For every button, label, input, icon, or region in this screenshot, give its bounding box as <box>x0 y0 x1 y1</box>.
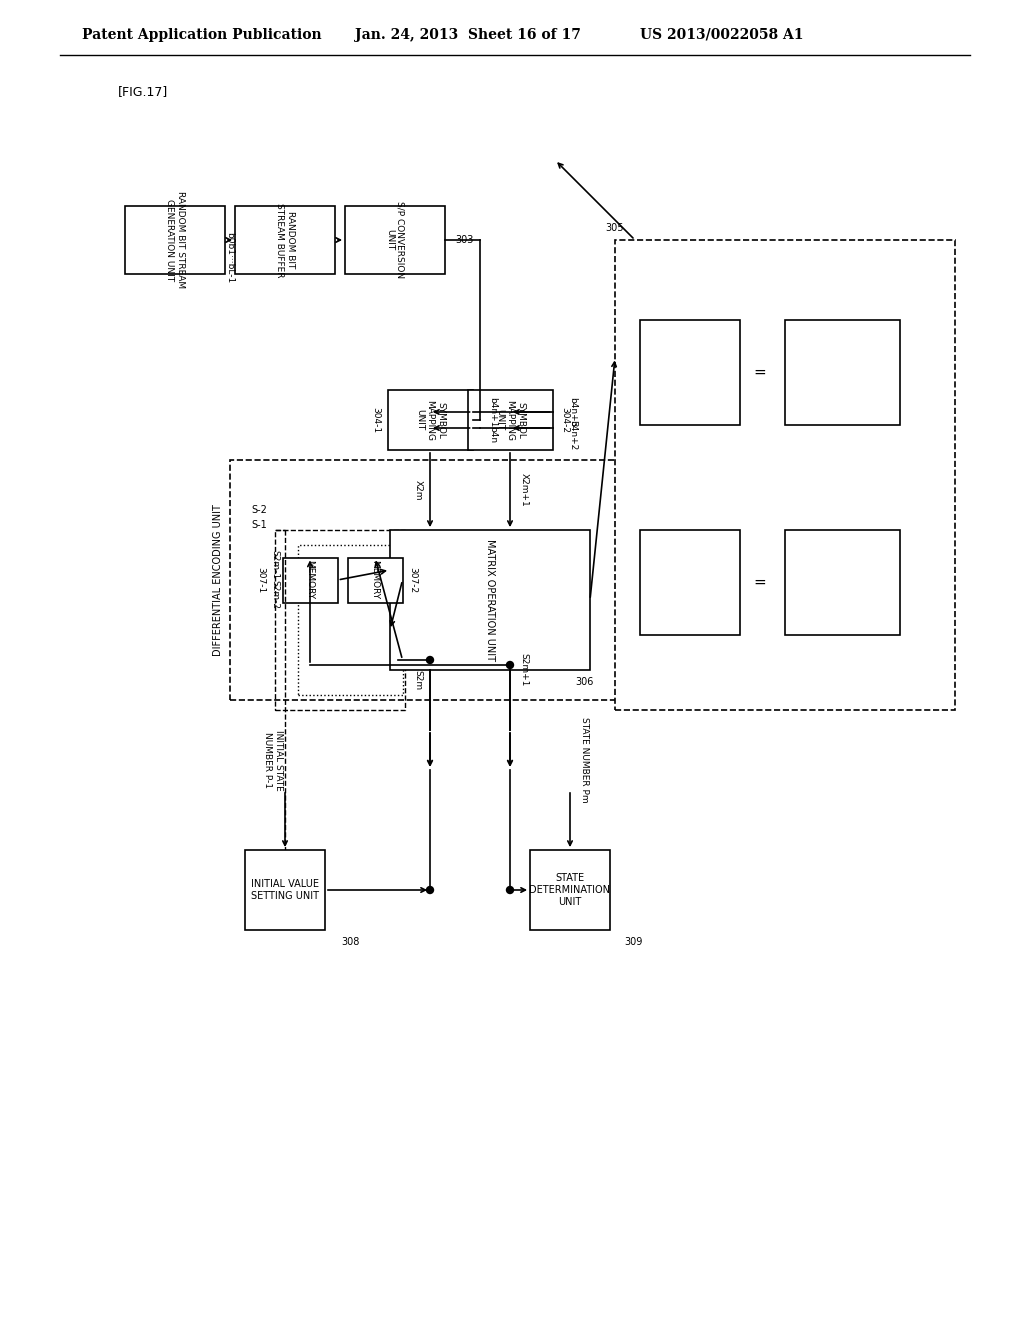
Bar <box>125 206 225 275</box>
Text: X2m: X2m <box>414 479 423 500</box>
Bar <box>230 459 620 700</box>
Bar <box>245 850 325 931</box>
Text: RANDOM BIT
STREAM BUFFER: RANDOM BIT STREAM BUFFER <box>275 203 295 277</box>
Text: 305: 305 <box>605 223 624 234</box>
Bar <box>785 531 900 635</box>
Circle shape <box>507 887 513 894</box>
Text: b4n+1: b4n+1 <box>488 397 497 428</box>
Text: $S_{2m-2}$: $S_{2m-2}$ <box>805 549 840 564</box>
Bar <box>347 557 402 602</box>
Bar <box>234 206 335 275</box>
Text: 304-1: 304-1 <box>371 407 380 433</box>
Text: X2m+1: X2m+1 <box>519 473 528 507</box>
Text: 301: 301 <box>234 235 253 246</box>
Text: S2m-2: S2m-2 <box>270 581 279 610</box>
Text: =: = <box>754 576 766 590</box>
Text: MEMORY: MEMORY <box>305 561 314 599</box>
Bar <box>387 389 472 450</box>
Text: 302: 302 <box>345 235 364 246</box>
Bar <box>530 850 610 931</box>
Text: 303: 303 <box>455 235 473 246</box>
Text: b4n+3: b4n+3 <box>568 397 577 428</box>
Text: $X_{2m}$: $X_{2m}$ <box>664 339 686 354</box>
Circle shape <box>427 887 433 894</box>
Text: S-2: S-2 <box>251 506 267 515</box>
Circle shape <box>507 661 513 668</box>
Text: STATE
DETERMINATION
UNIT: STATE DETERMINATION UNIT <box>529 874 610 907</box>
Text: S/P CONVERSION
UNIT: S/P CONVERSION UNIT <box>385 202 404 279</box>
Text: $X_{2m+1}$: $X_{2m+1}$ <box>692 387 728 400</box>
Bar <box>298 545 402 696</box>
Text: 307-1: 307-1 <box>256 566 265 593</box>
Bar <box>785 319 900 425</box>
Text: 309: 309 <box>624 937 642 946</box>
Bar <box>615 240 955 710</box>
Bar <box>345 206 445 275</box>
Text: b4n+2: b4n+2 <box>568 420 577 450</box>
Text: 308: 308 <box>342 937 360 946</box>
Text: 306: 306 <box>575 677 594 686</box>
Bar <box>640 319 740 425</box>
Bar <box>283 557 338 602</box>
Bar <box>468 389 553 450</box>
Text: 307-2: 307-2 <box>408 566 417 593</box>
Text: S-1: S-1 <box>251 520 267 531</box>
Text: [FIG.17]: [FIG.17] <box>118 86 168 99</box>
Text: b0b1···bL-1: b0b1···bL-1 <box>225 232 234 284</box>
Bar <box>640 531 740 635</box>
Text: RANDOM BIT STREAM
GENERATION UNIT: RANDOM BIT STREAM GENERATION UNIT <box>165 191 184 289</box>
Text: $S_{2m}$: $S_{2m}$ <box>665 549 685 564</box>
Text: US 2013/0022058 A1: US 2013/0022058 A1 <box>640 28 804 42</box>
Text: MEMORY: MEMORY <box>371 561 380 599</box>
Text: STATE NUMBER Pm: STATE NUMBER Pm <box>580 717 589 803</box>
Text: $S_{2m+1}$: $S_{2m+1}$ <box>692 597 728 610</box>
Text: =: = <box>754 366 766 380</box>
Text: MATRIX OPERATION UNIT: MATRIX OPERATION UNIT <box>485 539 495 661</box>
Circle shape <box>427 656 433 664</box>
Text: DIFFERENTIAL ENCODING UNIT: DIFFERENTIAL ENCODING UNIT <box>213 504 223 656</box>
Text: $-S^{*}_{2m-1}$: $-S^{*}_{2m-1}$ <box>800 339 845 359</box>
Text: S2m-1: S2m-1 <box>270 550 279 579</box>
Text: SYMBOL
MAPPING
UNIT: SYMBOL MAPPING UNIT <box>495 400 525 441</box>
Text: S2m+1: S2m+1 <box>519 653 528 686</box>
Text: INITIAL VALUE
SETTING UNIT: INITIAL VALUE SETTING UNIT <box>251 879 319 900</box>
Text: b4n: b4n <box>488 426 497 444</box>
Text: Patent Application Publication: Patent Application Publication <box>82 28 322 42</box>
Bar <box>275 531 406 710</box>
Text: 304-2: 304-2 <box>560 407 569 433</box>
Bar <box>390 531 590 671</box>
Text: SYMBOL
MAPPING
UNIT: SYMBOL MAPPING UNIT <box>415 400 444 441</box>
Text: $S^{*}_{2m-2}$: $S^{*}_{2m-2}$ <box>850 385 885 405</box>
Text: Jan. 24, 2013  Sheet 16 of 17: Jan. 24, 2013 Sheet 16 of 17 <box>355 28 581 42</box>
Text: S2m: S2m <box>414 671 423 690</box>
Text: $S_{2m-1}$: $S_{2m-1}$ <box>850 597 885 610</box>
Text: INITIAL STATE
NUMBER P-1: INITIAL STATE NUMBER P-1 <box>263 730 283 791</box>
